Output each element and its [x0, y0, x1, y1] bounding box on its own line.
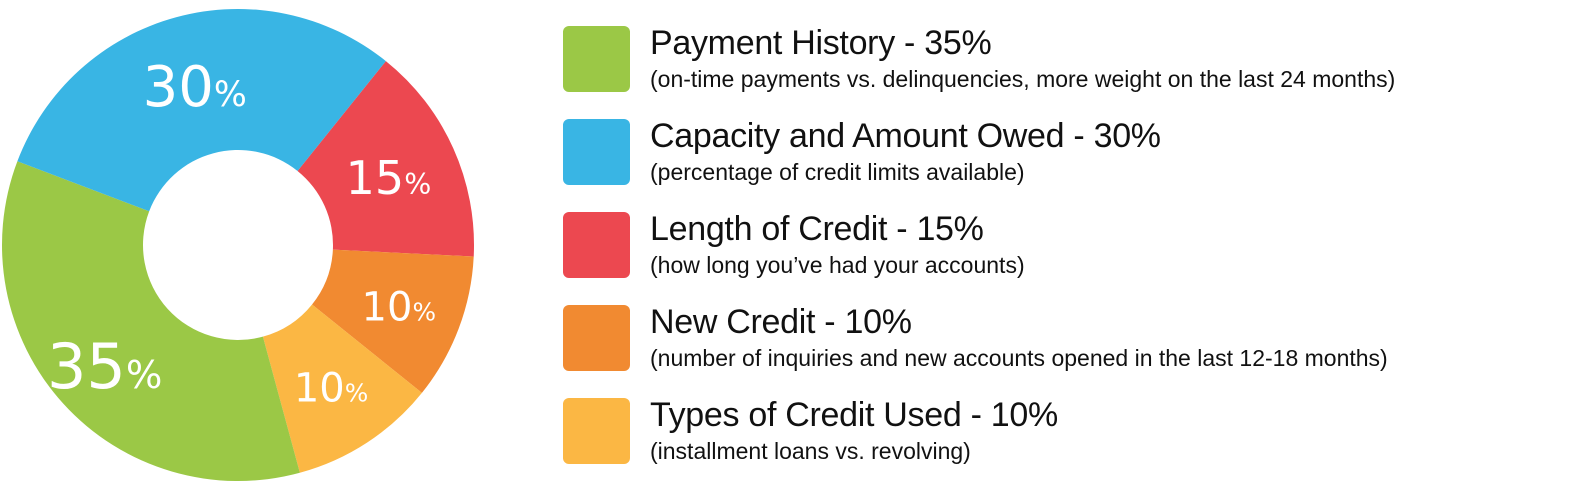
donut-slice [297, 61, 475, 257]
slice-label: 10% [362, 284, 436, 330]
donut-slice [17, 8, 386, 212]
legend-description: (on-time payments vs. delinquencies, mor… [650, 66, 1396, 92]
slice-label: 30% [143, 55, 247, 120]
legend-title: Types of Credit Used - 10% [650, 396, 1058, 434]
legend-swatch [563, 305, 630, 371]
donut-chart: 15% 10% 10% 35% 30% [1, 8, 475, 481]
legend-title: Payment History - 35% [650, 24, 992, 62]
legend-swatch [563, 26, 630, 92]
legend-swatch [563, 398, 630, 464]
legend-description: (how long you’ve had your accounts) [650, 252, 1025, 278]
legend-swatch [563, 119, 630, 185]
legend-title: New Credit - 10% [650, 303, 912, 341]
donut-slice [1, 161, 300, 481]
slice-label: 35% [47, 330, 162, 403]
legend-description: (percentage of credit limits available) [650, 159, 1025, 185]
slice-label: 15% [346, 151, 432, 205]
slice-label: 10% [294, 366, 368, 412]
legend-title: Capacity and Amount Owed - 30% [650, 117, 1161, 155]
donut-slice [262, 304, 422, 473]
donut-slice [312, 249, 474, 393]
legend-description: (installment loans vs. revolving) [650, 438, 971, 464]
legend-title: Length of Credit - 15% [650, 210, 984, 248]
legend-swatch [563, 212, 630, 278]
legend-description: (number of inquiries and new accounts op… [650, 345, 1388, 371]
